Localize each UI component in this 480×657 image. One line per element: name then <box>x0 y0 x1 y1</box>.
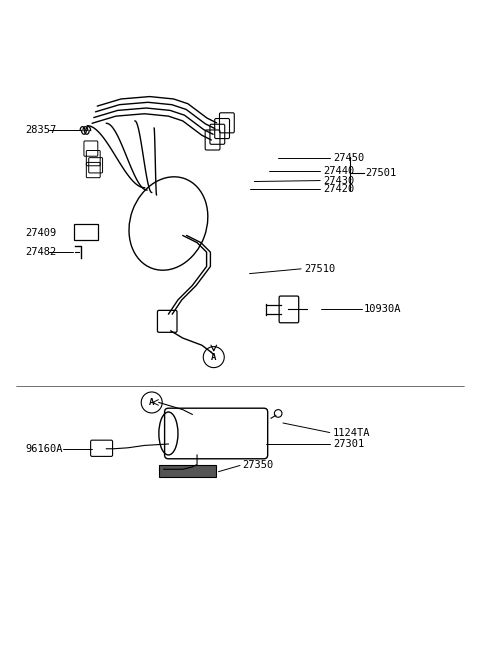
Text: 27350: 27350 <box>242 461 274 470</box>
Text: 27301: 27301 <box>333 439 364 449</box>
Text: 27409: 27409 <box>25 228 57 238</box>
Text: 27420: 27420 <box>324 184 355 194</box>
Text: 27440: 27440 <box>324 166 355 176</box>
Text: A: A <box>149 398 155 407</box>
Text: 27430: 27430 <box>324 175 355 185</box>
Text: 27510: 27510 <box>304 264 336 274</box>
Text: 27501: 27501 <box>365 168 397 179</box>
Text: 27482: 27482 <box>25 247 57 257</box>
Text: A: A <box>211 353 216 361</box>
Text: 27450: 27450 <box>333 152 364 163</box>
Text: 96160A: 96160A <box>25 443 63 454</box>
Text: 10930A: 10930A <box>364 304 402 315</box>
FancyBboxPatch shape <box>159 465 216 478</box>
Text: 1124TA: 1124TA <box>333 428 371 438</box>
Text: 28357: 28357 <box>25 125 57 135</box>
